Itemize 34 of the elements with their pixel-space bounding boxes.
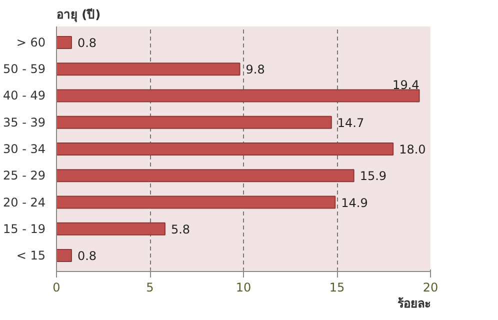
data-label: 9.8 xyxy=(246,62,265,77)
data-label: 19.4 xyxy=(392,78,420,92)
x-tick-label: 5 xyxy=(146,280,154,294)
y-tick-label: 50 - 59 xyxy=(3,62,46,76)
data-label: 18.0 xyxy=(399,142,426,156)
y-tick-label: 15 - 19 xyxy=(3,222,46,236)
x-tick-label: 0 xyxy=(52,280,60,294)
y-tick-label: > 60 xyxy=(16,35,46,50)
y-tick-label: 35 - 39 xyxy=(3,115,46,130)
bar xyxy=(56,222,166,236)
y-tick-label: 20 - 24 xyxy=(3,195,46,210)
y-tick-label: 30 - 34 xyxy=(3,142,46,156)
x-tick-label: 10 xyxy=(236,280,252,294)
data-label: 15.9 xyxy=(360,169,387,184)
x-tick-label: 15 xyxy=(329,280,345,294)
bar xyxy=(56,142,394,156)
bar xyxy=(56,89,420,102)
bar xyxy=(56,36,72,49)
data-label: 0.8 xyxy=(77,249,97,264)
x-axis-title: ร้อยละ xyxy=(398,296,430,310)
data-label: 14.9 xyxy=(341,196,368,210)
y-tick-label: 40 - 49 xyxy=(3,88,46,103)
bar xyxy=(56,196,336,209)
y-tick-label: 25 - 29 xyxy=(3,168,46,183)
data-label: 14.7 xyxy=(337,116,364,130)
data-label: 5.8 xyxy=(170,222,190,236)
bar xyxy=(56,169,354,182)
bar xyxy=(56,249,72,262)
y-axis-title: อายุ (ปี) xyxy=(56,8,101,22)
data-label: 0.8 xyxy=(77,36,97,50)
bar xyxy=(56,62,240,76)
y-tick-label: < 15 xyxy=(16,248,46,263)
x-tick-label: 20 xyxy=(422,280,438,294)
bar xyxy=(56,116,332,129)
